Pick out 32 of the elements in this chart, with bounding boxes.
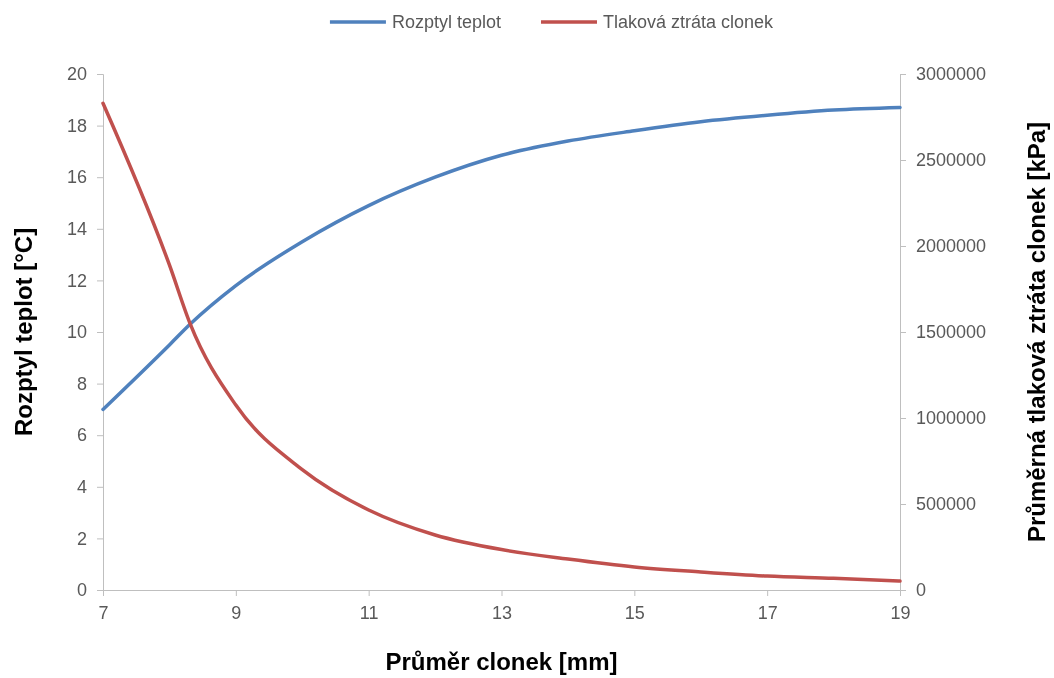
x-axis-title: Průměr clonek [mm]: [385, 648, 618, 675]
y-tick-label: 4: [76, 477, 87, 498]
legend-label: Tlaková ztráta clonek: [602, 12, 775, 32]
x-tick-label: 9: [231, 602, 242, 623]
line-series: [101, 105, 902, 412]
y-tick-label: 18: [66, 115, 87, 136]
x-tick-label: 13: [491, 602, 513, 623]
x-tick-label: 11: [359, 602, 379, 623]
y-tick-label: 20: [66, 64, 87, 85]
y2-tick-label: 500000: [916, 494, 977, 515]
y2-axis-title: Průměrná tlaková ztráta clonek [kPa]: [1023, 121, 1050, 543]
line-series: [101, 101, 902, 583]
y-tick-label: 8: [76, 373, 87, 394]
x-tick-label: 15: [624, 602, 645, 623]
y2-tick-label: 0: [916, 580, 927, 601]
y-tick-label: 12: [66, 270, 87, 291]
legend-label: Rozptyl teplot: [391, 12, 501, 32]
y2-tick-label: 1000000: [916, 408, 987, 429]
y2-tick-label: 2500000: [916, 150, 987, 171]
y-tick-label: 0: [76, 580, 87, 601]
y2-tick-label: 1500000: [916, 322, 987, 343]
y-tick-label: 16: [66, 167, 87, 188]
y-tick-label: 2: [76, 528, 87, 549]
y-tick-label: 14: [66, 219, 87, 240]
y-tick-label: 6: [76, 425, 87, 446]
y-tick-label: 10: [66, 322, 87, 343]
x-tick-label: 7: [98, 602, 109, 623]
y2-tick-label: 3000000: [916, 64, 987, 85]
x-tick-label: 19: [890, 602, 911, 623]
y2-tick-label: 2000000: [916, 236, 987, 257]
x-tick-label: 17: [757, 602, 778, 623]
y-axis-title: Rozptyl teplot [°C]: [10, 227, 37, 437]
